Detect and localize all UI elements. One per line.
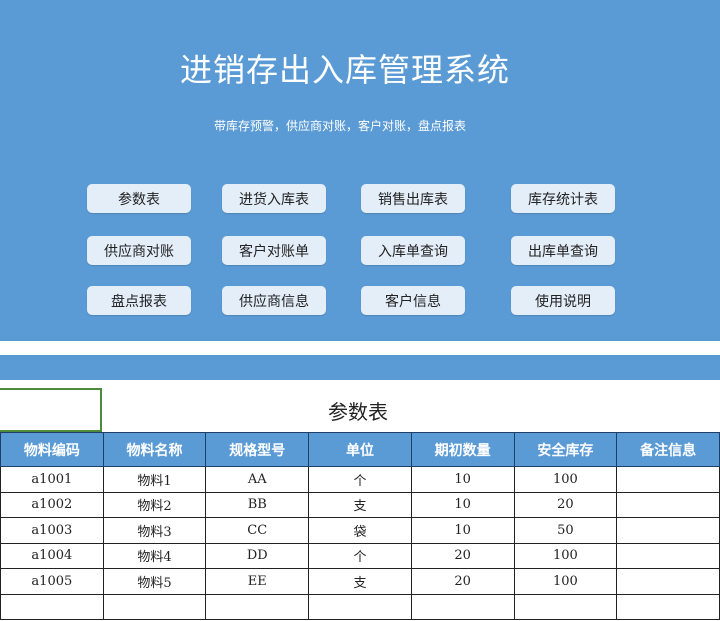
table-cell[interactable]: 20	[513, 491, 618, 518]
table-cell[interactable]: 个	[308, 466, 412, 493]
table-cell[interactable]: a1001	[0, 466, 104, 493]
table-cell[interactable]: CC	[205, 517, 310, 544]
table-cell[interactable]: 物料5	[102, 568, 207, 595]
column-header[interactable]: 安全库存	[513, 432, 618, 467]
table-cell[interactable]: 袋	[308, 517, 412, 544]
table-cell[interactable]: 50	[513, 517, 618, 544]
table-cell[interactable]: a1002	[0, 491, 104, 518]
nav-button[interactable]: 客户对账单	[222, 236, 326, 265]
app-subtitle: 带库存预警，供应商对账，客户对账，盘点报表	[213, 119, 466, 133]
table-cell[interactable]	[616, 491, 720, 518]
app-title: 进销存出入库管理系统	[179, 51, 510, 89]
nav-button[interactable]: 销售出库表	[361, 184, 465, 213]
divider-band	[0, 355, 720, 380]
table-cell[interactable]: 物料2	[102, 491, 207, 518]
table-cell[interactable]: 物料1	[102, 466, 207, 493]
table-cell[interactable]	[616, 568, 720, 595]
table-cell[interactable]: 物料4	[102, 542, 207, 569]
table-cell[interactable]: 10	[410, 517, 515, 544]
column-header[interactable]: 备注信息	[616, 432, 720, 467]
table-row: a1004 物料4 DD 个 20 100	[0, 542, 720, 569]
column-header[interactable]: 物料编码	[0, 432, 104, 467]
table-cell[interactable]	[513, 593, 618, 620]
table-cell[interactable]	[616, 517, 720, 544]
table-cell[interactable]	[0, 593, 104, 620]
column-header[interactable]: 物料名称	[102, 432, 207, 467]
table-cell[interactable]: AA	[205, 466, 310, 493]
table-cell[interactable]: 支	[308, 568, 412, 595]
nav-button[interactable]: 客户信息	[361, 286, 465, 315]
sheet-title: 参数表	[328, 399, 388, 424]
column-header[interactable]: 期初数量	[410, 432, 515, 467]
table-row	[0, 593, 720, 620]
table-cell[interactable]: BB	[205, 491, 310, 518]
table-cell[interactable]: a1003	[0, 517, 104, 544]
nav-button[interactable]: 使用说明	[511, 286, 615, 315]
table-row: a1002 物料2 BB 支 10 20	[0, 491, 720, 518]
nav-button[interactable]: 盘点报表	[87, 286, 191, 315]
table-row: a1001 物料1 AA 个 10 100	[0, 466, 720, 493]
parameter-table: 物料编码 物料名称 规格型号 单位 期初数量 安全库存 备注信息 a1001 物料1 AA 个 10…	[0, 432, 720, 620]
table-cell[interactable]: a1004	[0, 542, 104, 569]
table-cell[interactable]: 100	[513, 568, 618, 595]
nav-button[interactable]: 供应商对账	[87, 236, 191, 265]
table-cell[interactable]: 10	[410, 466, 515, 493]
column-header[interactable]: 规格型号	[205, 432, 310, 467]
table-cell[interactable]	[102, 593, 207, 620]
table-cell[interactable]: 物料3	[102, 517, 207, 544]
table-cell[interactable]	[308, 593, 412, 620]
table-cell[interactable]: 100	[513, 466, 618, 493]
table-cell[interactable]: 100	[513, 542, 618, 569]
table-cell[interactable]	[616, 466, 720, 493]
nav-button[interactable]: 供应商信息	[222, 286, 326, 315]
table-cell[interactable]: EE	[205, 568, 310, 595]
table-cell[interactable]: 支	[308, 491, 412, 518]
dashboard-banner: 进销存出入库管理系统 带库存预警，供应商对账，客户对账，盘点报表 参数表 进货入库…	[0, 0, 720, 341]
nav-button[interactable]: 出库单查询	[511, 236, 615, 265]
nav-button[interactable]: 进货入库表	[222, 184, 326, 213]
nav-button[interactable]: 入库单查询	[361, 236, 465, 265]
table-cell[interactable]: 10	[410, 491, 515, 518]
table-cell[interactable]: 个	[308, 542, 412, 569]
column-header[interactable]: 单位	[308, 432, 412, 467]
table-cell[interactable]	[616, 593, 720, 620]
table-cell[interactable]	[205, 593, 310, 620]
table-cell[interactable]: DD	[205, 542, 310, 569]
table-cell[interactable]	[410, 593, 515, 620]
table-row: a1005 物料5 EE 支 20 100	[0, 568, 720, 595]
nav-button[interactable]: 库存统计表	[511, 184, 615, 213]
table-cell[interactable]: a1005	[0, 568, 104, 595]
table-cell[interactable]: 20	[410, 542, 515, 569]
selected-cell[interactable]	[0, 388, 102, 432]
nav-button[interactable]: 参数表	[87, 184, 191, 213]
table-row: a1003 物料3 CC 袋 10 50	[0, 517, 720, 544]
table-cell[interactable]	[616, 542, 720, 569]
table-cell[interactable]: 20	[410, 568, 515, 595]
